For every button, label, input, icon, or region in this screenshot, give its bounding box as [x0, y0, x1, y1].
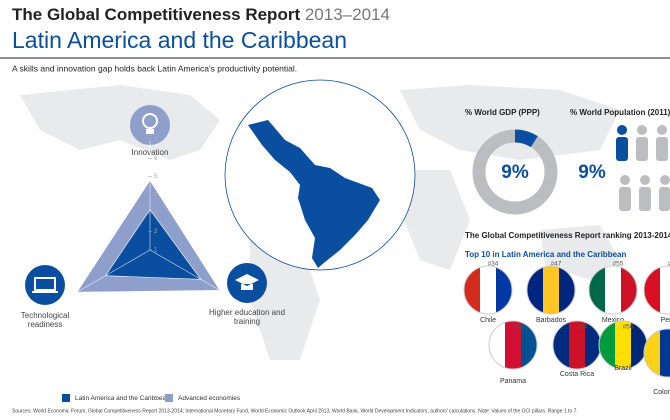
tick-label: 5 [154, 174, 158, 180]
flag-band [505, 321, 522, 369]
rank: #40 [513, 324, 524, 331]
country-name: Brazil [614, 365, 632, 372]
flag-band [464, 266, 481, 314]
flag-rim [488, 320, 538, 370]
flag-band [480, 266, 497, 314]
latin-america-shape [248, 120, 380, 268]
flags: #34 Chile #47 Barbados #55 Mexico #61 Peru #40 Pa… [463, 261, 670, 396]
legend-label: Latin America and the Caribbean [75, 395, 170, 402]
rank: #56 [623, 324, 634, 331]
radar-axis [149, 249, 246, 306]
donut-arc [472, 129, 558, 215]
flag-band [489, 321, 506, 369]
ranking-title: The Global Competitiveness Report rankin… [465, 231, 670, 240]
axis-label: Technological readiness [21, 311, 70, 329]
rank: #61 [668, 261, 670, 268]
flag-band [644, 266, 661, 314]
country-name: Colombia [653, 389, 670, 396]
donut [472, 129, 558, 215]
flag-band [605, 266, 622, 314]
flag-band [644, 329, 661, 377]
flag [464, 266, 512, 314]
ranking-subtitle: Top 10 in Latin America and the Caribbea… [465, 250, 626, 259]
flag-band [543, 266, 560, 314]
legend-swatch [62, 394, 70, 402]
flag [644, 266, 670, 314]
edition: 2013–2014 [305, 5, 390, 24]
radar-axis [54, 249, 151, 306]
population-value: 9% [578, 162, 606, 183]
radar-icons [25, 105, 267, 305]
flag [644, 329, 670, 377]
tick-label: 7 [154, 138, 158, 144]
gdp-value: 9% [501, 162, 529, 183]
flag-band [621, 266, 637, 314]
title: The Global Competitiveness Report 2013–2… [12, 5, 390, 24]
tick-label: 1 [154, 248, 158, 254]
population-title: % World Population (2011) [570, 108, 670, 117]
flag-rim [643, 328, 670, 378]
flag-band [599, 321, 616, 369]
country-name: Barbados [536, 317, 566, 324]
flag-band [589, 266, 606, 314]
country-name: Peru [661, 317, 670, 324]
title-text: The Global Competitiveness Report [12, 5, 300, 24]
tick-label: 6 [154, 156, 158, 162]
flag-rim [643, 265, 670, 315]
flag-band [559, 266, 575, 314]
radar: 1 2 3 4 5 6 7 [54, 138, 246, 306]
flag-rim [463, 265, 513, 315]
subtitle: A skills and innovation gap holds back L… [12, 63, 297, 73]
footer: Sources: World Economic Forum, Global Co… [12, 408, 578, 414]
flag-band [585, 321, 601, 369]
rank: #55 [613, 261, 624, 268]
axis-label: Higher education and training [209, 308, 285, 326]
legend-label: Advanced economies [178, 395, 241, 402]
flag-band [569, 321, 586, 369]
country-name: Costa Rica [560, 371, 594, 378]
flag-band [631, 321, 647, 369]
world-map [20, 85, 620, 360]
rank: #47 [551, 261, 562, 268]
flag-band [553, 321, 570, 369]
country-name: Chile [480, 317, 496, 324]
gdp-title: % World GDP (PPP) [465, 108, 540, 117]
flag-band [615, 321, 632, 369]
flag-band [660, 266, 670, 314]
legend: Latin America and the Caribbean Advanced … [62, 394, 241, 402]
rank: #34 [488, 261, 499, 268]
tick-label: 2 [154, 229, 158, 235]
country-name: Mexico [602, 317, 624, 324]
flag-rim [588, 265, 638, 315]
flag-rim [526, 265, 576, 315]
people-icons [616, 125, 670, 211]
country-name: Panama [500, 378, 526, 385]
rank: #54 [577, 324, 588, 331]
flag [589, 266, 637, 314]
flag-band [527, 266, 544, 314]
flag-band [660, 329, 670, 377]
flag [553, 321, 601, 369]
flag [599, 321, 647, 369]
flag [527, 266, 575, 314]
tick-label: 3 [154, 211, 158, 217]
region: Latin America and the Caribbean [12, 27, 347, 53]
legend-swatch [165, 394, 173, 402]
tick-label: 4 [154, 193, 158, 199]
flag-band [521, 321, 537, 369]
flag-band [496, 266, 512, 314]
flag [489, 321, 537, 369]
